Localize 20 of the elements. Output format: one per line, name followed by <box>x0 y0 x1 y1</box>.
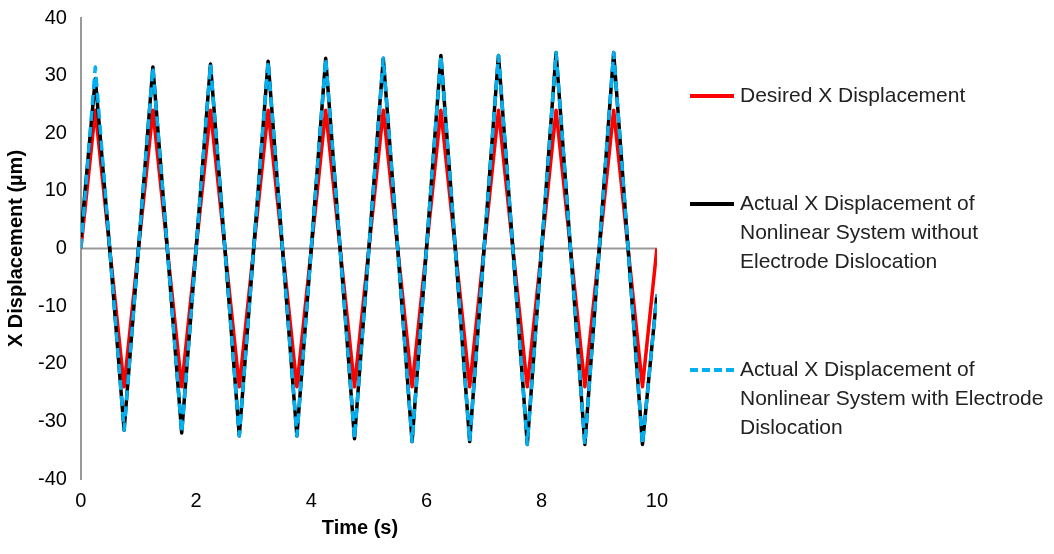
x-tick-label: 2 <box>190 488 202 511</box>
y-tick-label: -30 <box>38 408 67 431</box>
x-tick-label: 0 <box>75 488 87 511</box>
y-tick-label: 40 <box>44 5 67 28</box>
x-tick-label: 8 <box>536 488 548 511</box>
legend-label: Actual X Displacement of Nonlinear System without Electrode Dislocation <box>740 189 980 274</box>
y-tick-label: -40 <box>38 466 67 489</box>
y-tick-label: -10 <box>38 293 67 316</box>
y-tick-label: -20 <box>38 351 67 374</box>
x-axis-title: Time (s) <box>320 516 400 539</box>
y-tick-label: 20 <box>44 120 67 143</box>
y-tick-label: 30 <box>44 63 67 86</box>
x-tick-label: 10 <box>645 488 668 511</box>
legend-label: Actual X Displacement of Nonlinear System with Electrode Dislocation <box>740 355 1045 440</box>
y-axis-title: X Displacement (µm) <box>3 149 26 348</box>
x-tick-label: 6 <box>420 488 433 511</box>
y-tick-label: 10 <box>44 178 67 201</box>
x-tick-label: 4 <box>305 488 317 511</box>
legend-label: Desired X Displacement <box>740 81 966 108</box>
y-tick-label: 0 <box>55 236 67 259</box>
